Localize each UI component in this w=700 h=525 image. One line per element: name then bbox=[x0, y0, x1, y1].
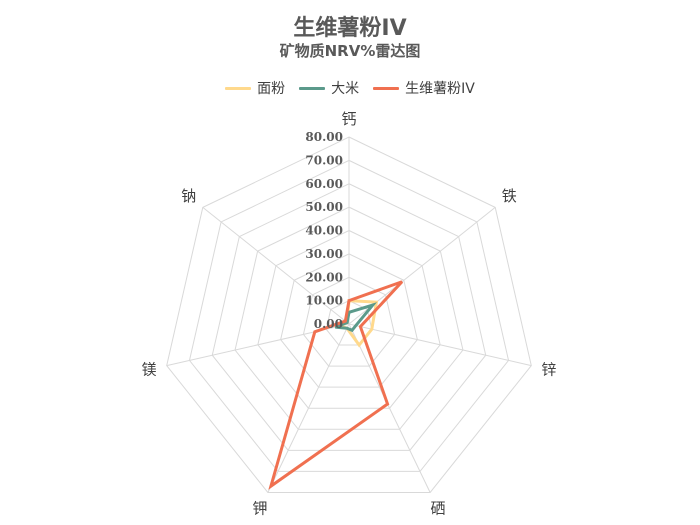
chart-legend: 面粉 大米 生维薯粉IV bbox=[0, 78, 700, 98]
legend-label: 大米 bbox=[331, 81, 360, 97]
tick-label: 10.00 bbox=[305, 294, 343, 308]
axis-label: 钾 bbox=[253, 500, 268, 518]
legend-item: 生维薯粉IV bbox=[373, 78, 475, 98]
axis-label: 钠 bbox=[181, 187, 196, 205]
grid-ring bbox=[166, 136, 532, 493]
axis-label: 镁 bbox=[142, 361, 157, 379]
series-line bbox=[334, 302, 378, 333]
tick-label: 50.00 bbox=[305, 200, 343, 214]
grid-ring bbox=[188, 159, 510, 472]
axis-label: 硒 bbox=[430, 500, 445, 518]
axis-label: 铁 bbox=[502, 187, 517, 205]
grid-spoke bbox=[202, 207, 350, 325]
tick-label: 70.00 bbox=[305, 153, 343, 167]
tick-label: 40.00 bbox=[305, 224, 343, 238]
tick-label: 20.00 bbox=[305, 270, 343, 284]
chart-subtitle: 矿物质NRV%雷达图 bbox=[279, 42, 421, 60]
grid-ring bbox=[211, 183, 487, 451]
chart-title: 生维薯粉IV bbox=[293, 16, 407, 41]
grid-spoke bbox=[267, 323, 350, 493]
series-line bbox=[268, 280, 404, 490]
axis-label: 钙 bbox=[341, 110, 356, 128]
legend-item: 大米 bbox=[299, 78, 359, 98]
legend-label: 面粉 bbox=[257, 81, 286, 97]
axis-label: 锌 bbox=[541, 361, 556, 379]
grid-spoke bbox=[348, 323, 431, 493]
tick-label: 30.00 bbox=[305, 247, 343, 261]
legend-item: 面粉 bbox=[225, 78, 285, 98]
radar-tick-labels: 0.00 10.00 20.00 30.00 40.00 50.00 60.00 70.00 8… bbox=[305, 130, 343, 331]
legend-swatch bbox=[225, 86, 252, 90]
grid-ring bbox=[302, 276, 396, 367]
legend-swatch bbox=[299, 86, 326, 90]
grid-ring bbox=[234, 206, 464, 430]
grid-ring bbox=[257, 229, 441, 409]
legend-swatch bbox=[373, 86, 400, 90]
radar-series bbox=[268, 280, 404, 490]
tick-label: 80.00 bbox=[305, 130, 343, 144]
legend-label: 生维薯粉IV bbox=[405, 81, 475, 97]
grid-ring bbox=[280, 253, 418, 388]
tick-label: 0.00 bbox=[314, 317, 343, 331]
grid-spoke bbox=[348, 323, 532, 367]
radar-grid bbox=[166, 136, 532, 493]
tick-label: 60.00 bbox=[305, 177, 343, 191]
